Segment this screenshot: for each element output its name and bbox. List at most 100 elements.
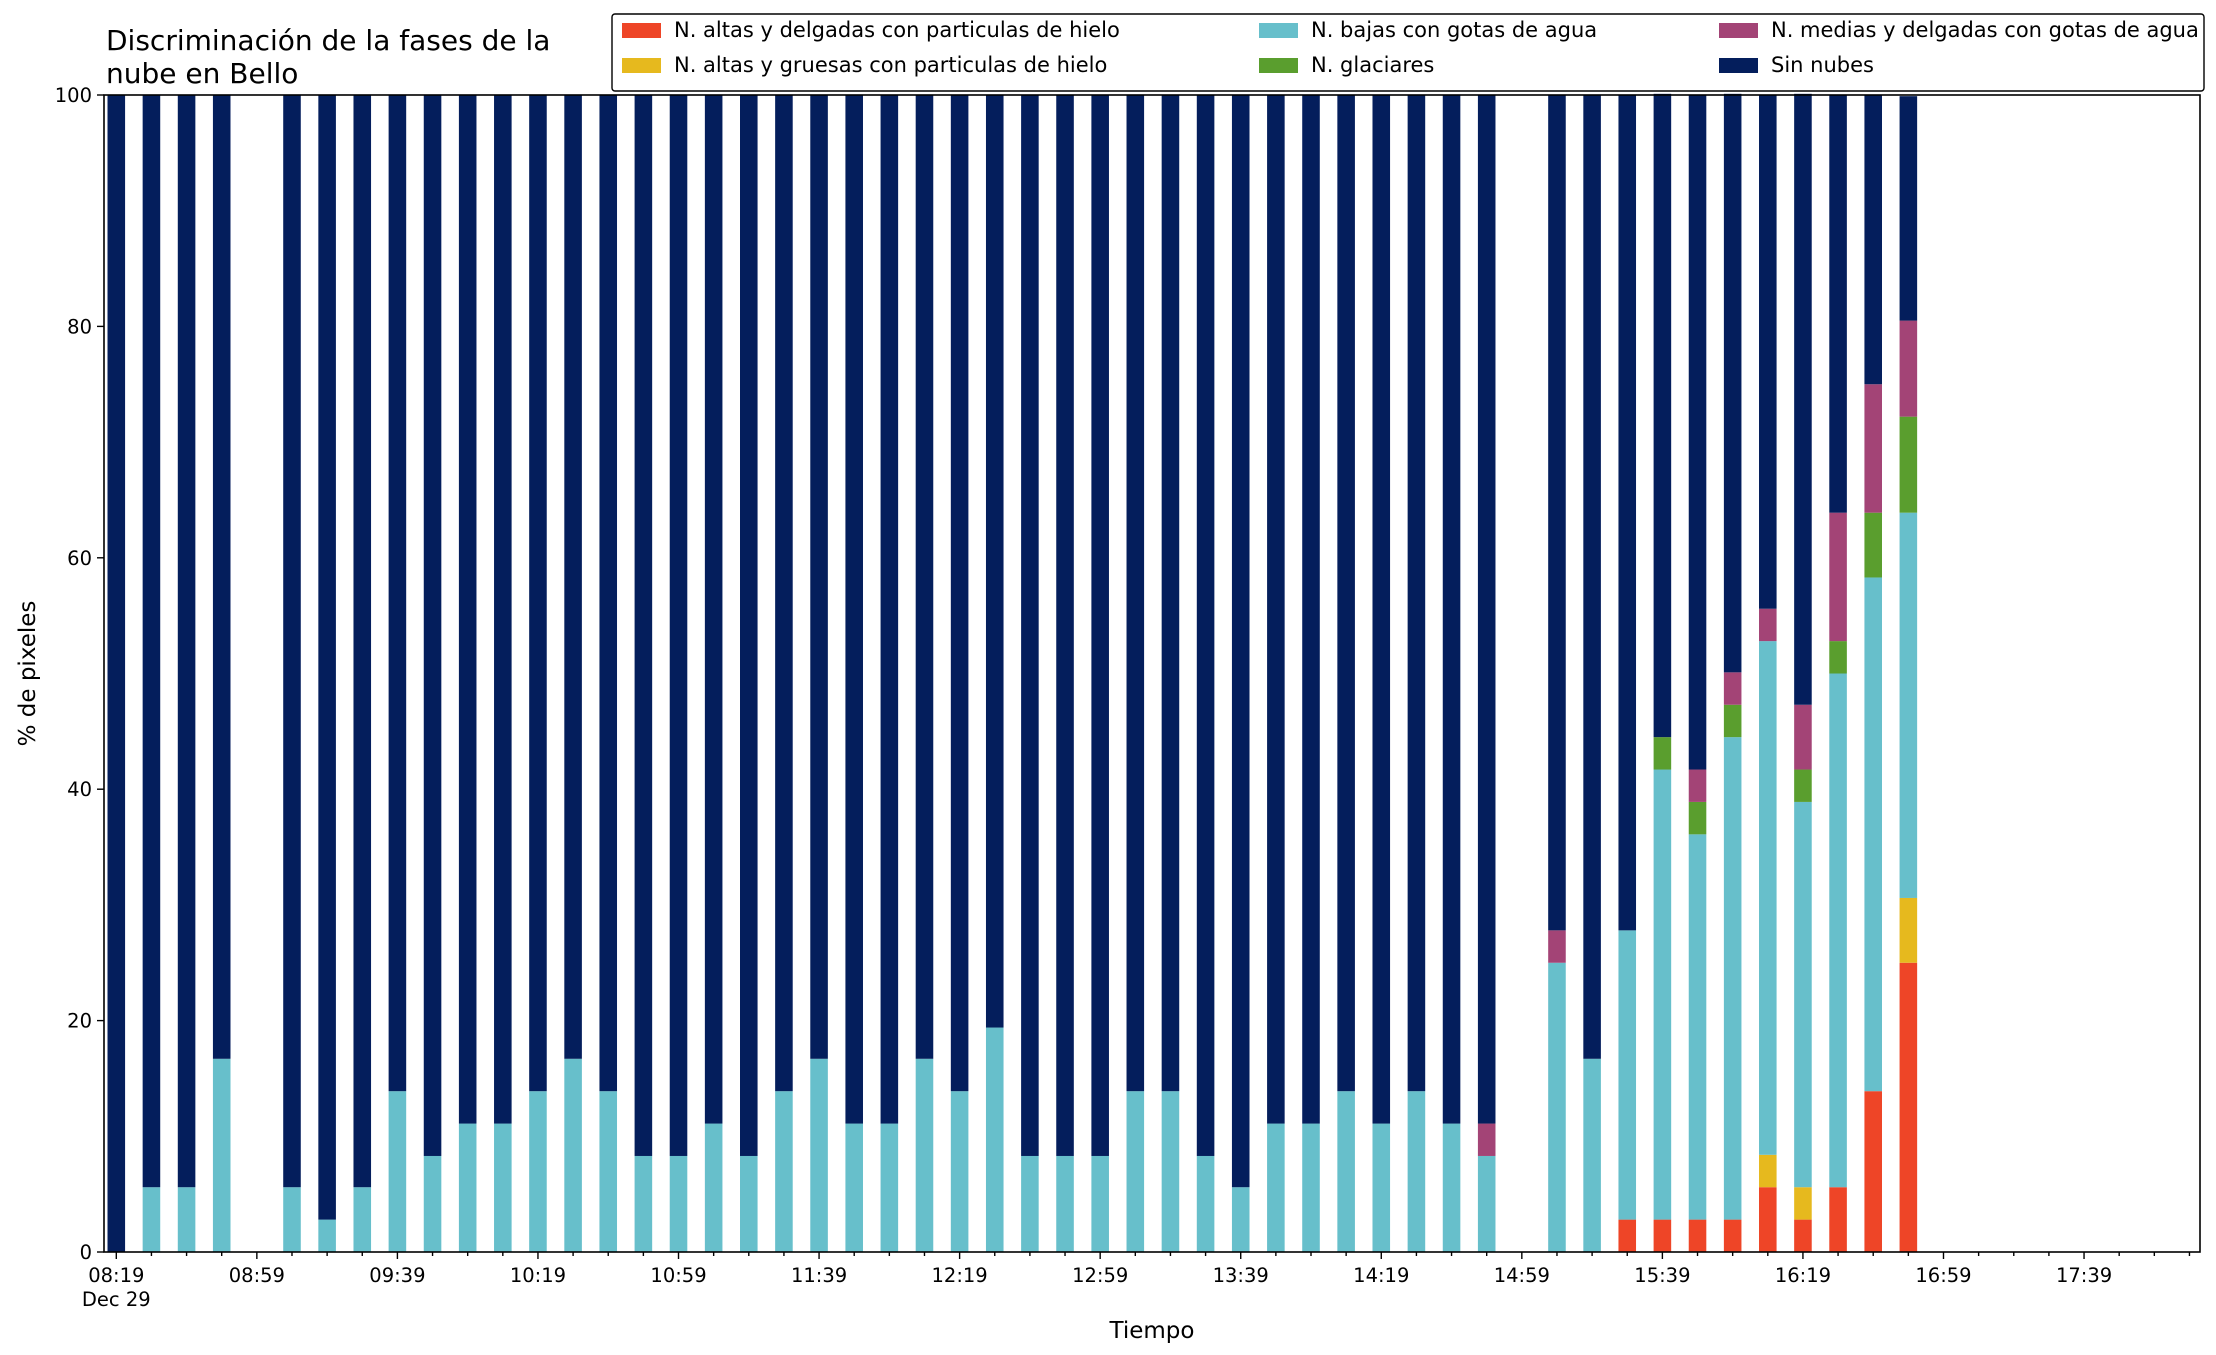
bar-segment — [1267, 95, 1285, 1124]
chart-legend: N. altas y delgadas con particulas de hi… — [611, 13, 2205, 92]
bar-segment — [599, 95, 618, 1092]
bar-segment — [529, 95, 547, 1092]
bar-segment — [1688, 834, 1707, 1220]
bar-segment — [1759, 95, 1777, 609]
bar-segment — [1899, 416, 1918, 513]
bar-segment — [950, 1091, 969, 1252]
bar-segment — [775, 1091, 793, 1252]
bar-segment — [1864, 512, 1882, 578]
bar-segment — [1688, 1219, 1707, 1252]
bar-segment — [1161, 95, 1180, 1092]
y-axis: 0 20 40 60 80 100 — [55, 84, 104, 1264]
bar-segment — [529, 1091, 547, 1252]
bar-segment — [1021, 1155, 1039, 1252]
bar-segment — [1759, 641, 1777, 1155]
bar-segment — [1723, 93, 1742, 673]
bar-segment — [1723, 737, 1742, 1220]
bar-segment — [1899, 320, 1918, 417]
bar-segment — [810, 95, 828, 1059]
bar-segment — [1091, 1155, 1109, 1252]
legend-swatch — [1719, 23, 1758, 38]
bar-segment — [564, 95, 582, 1059]
x-tick-label: 17:39 — [2056, 1264, 2112, 1287]
legend-frame — [611, 13, 2205, 92]
bar-segment — [845, 1123, 863, 1252]
x-tick-label: 12:59 — [1072, 1264, 1128, 1287]
bar-segment — [1794, 93, 1812, 705]
bar-segment — [458, 95, 477, 1124]
bar-segment — [1723, 672, 1742, 705]
y-tick-label: 60 — [67, 547, 92, 570]
legend-swatch — [1259, 23, 1298, 38]
bar-segment — [1723, 1219, 1742, 1252]
bar-segment — [1723, 704, 1742, 738]
bar-segment — [423, 95, 442, 1156]
chart-title-line-2: nube en Bello — [106, 57, 298, 90]
bar-segment — [212, 95, 231, 1059]
bar-segment — [1864, 384, 1882, 513]
bar-segment — [388, 95, 407, 1092]
bar-segment — [1829, 641, 1847, 674]
bar-segment — [423, 1155, 442, 1252]
bar-segment — [1126, 1091, 1145, 1252]
y-tick-label: 0 — [80, 1241, 92, 1264]
y-tick-label: 20 — [67, 1010, 92, 1033]
bar-segment — [1477, 1155, 1496, 1252]
bar-segment — [1161, 1091, 1180, 1252]
bar-segment — [1231, 1187, 1250, 1252]
y-tick-label: 40 — [67, 778, 92, 801]
x-tick-label: 10:19 — [510, 1264, 566, 1287]
bar-segment — [177, 1187, 196, 1252]
bar-segment — [1653, 769, 1672, 1220]
bar-segment — [950, 95, 969, 1092]
bar-segment — [1829, 512, 1847, 642]
bar-segment — [810, 1058, 828, 1252]
bar-segment — [915, 95, 934, 1059]
bar-segment — [740, 1155, 758, 1252]
legend-entry-label: N. bajas con gotas de agua — [1311, 18, 1597, 42]
bar-segment — [1618, 930, 1637, 1220]
bar-segment — [1688, 769, 1707, 802]
bar-segment — [1794, 1219, 1812, 1252]
bar-segment — [1126, 95, 1145, 1092]
bar-segment — [634, 1155, 653, 1252]
bar-segment — [1653, 1219, 1672, 1252]
bar-segment — [1829, 1187, 1847, 1252]
bar-segment — [1794, 704, 1812, 770]
bar-segment — [985, 1027, 1004, 1252]
bar-segment — [283, 1187, 301, 1252]
bar-segment — [1759, 1187, 1777, 1252]
bar-segment — [1688, 95, 1707, 770]
bar-segment — [1548, 95, 1566, 931]
bar-segment — [1899, 512, 1918, 898]
x-tick-label: 14:19 — [1353, 1264, 1409, 1287]
x-axis-date-label: Dec 29 — [82, 1288, 151, 1311]
bar-segment — [1372, 95, 1391, 1124]
bar-segment — [1583, 95, 1601, 1059]
legend-entry-label: N. medias y delgadas con gotas de agua — [1771, 18, 2199, 42]
bar-segment — [1056, 1155, 1074, 1252]
bar-segment — [1864, 1091, 1882, 1252]
bar-segment — [1618, 1219, 1637, 1252]
bar-segment — [704, 1123, 723, 1252]
bar-segment — [353, 1187, 372, 1252]
bar-segment — [740, 95, 758, 1156]
x-tick-label: 08:59 — [229, 1264, 285, 1287]
x-tick-label: 16:19 — [1775, 1264, 1831, 1287]
bar-segment — [494, 1123, 512, 1252]
legend-entry-label: N. glaciares — [1311, 53, 1434, 77]
bar-segment — [1196, 1155, 1215, 1252]
bar-segment — [494, 95, 512, 1124]
bar-segment — [142, 1187, 161, 1252]
legend-swatch — [622, 23, 661, 38]
plot-frame — [103, 94, 2201, 1253]
bar-segment — [1829, 95, 1847, 513]
bar-segment — [845, 95, 863, 1124]
bar-segment — [564, 1058, 582, 1252]
bar-segment — [458, 1123, 477, 1252]
bar-segment — [599, 1091, 618, 1252]
x-axis: Dec 29 08:19 08:59 09:39 10:19 10:59 11:39 12:… — [82, 1252, 2191, 1311]
bar-segment — [669, 95, 688, 1156]
bar-segment — [985, 95, 1004, 1028]
